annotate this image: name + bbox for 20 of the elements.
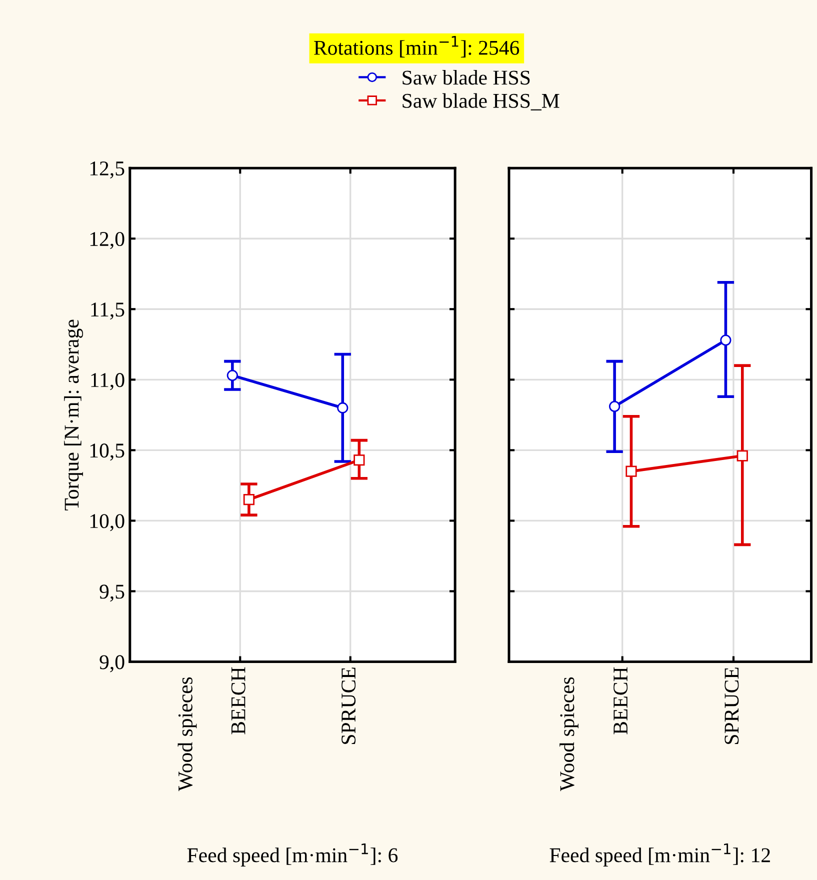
text: Feed speed [m·min$^{−1}$]: 6 — [187, 843, 398, 867]
x-tick-label: SPRUCE — [724, 668, 739, 744]
y-tick-label: 10,0 — [90, 514, 124, 532]
y-tick-label: 12,5 — [90, 162, 124, 179]
x-tick-label: BEECH — [231, 667, 246, 734]
y-tick-label: 9,0 — [100, 655, 124, 672]
legend-label: Saw blade HSS_M — [402, 93, 560, 110]
text: Wood spieces — [560, 677, 578, 792]
legend-label: Saw blade HSS — [402, 70, 530, 85]
x-tick-label: SPRUCE — [342, 668, 356, 744]
chart-title: Rotations [min$^{−1}$]: 2546 — [314, 36, 520, 58]
y-tick-label: 12,0 — [90, 232, 124, 250]
y-tick-label: 11,5 — [91, 302, 124, 320]
text: Wood spieces — [178, 677, 197, 792]
y-tick-label: 10,5 — [90, 444, 124, 461]
text: Feed speed [m·min$^{−1}$]: 12 — [550, 843, 770, 867]
y-axis-title: Torque [N·m]: average — [64, 320, 84, 510]
x-tick-label: BEECH — [614, 667, 628, 734]
y-tick-label: 11,0 — [91, 373, 124, 390]
y-tick-label: 9,5 — [100, 584, 124, 602]
